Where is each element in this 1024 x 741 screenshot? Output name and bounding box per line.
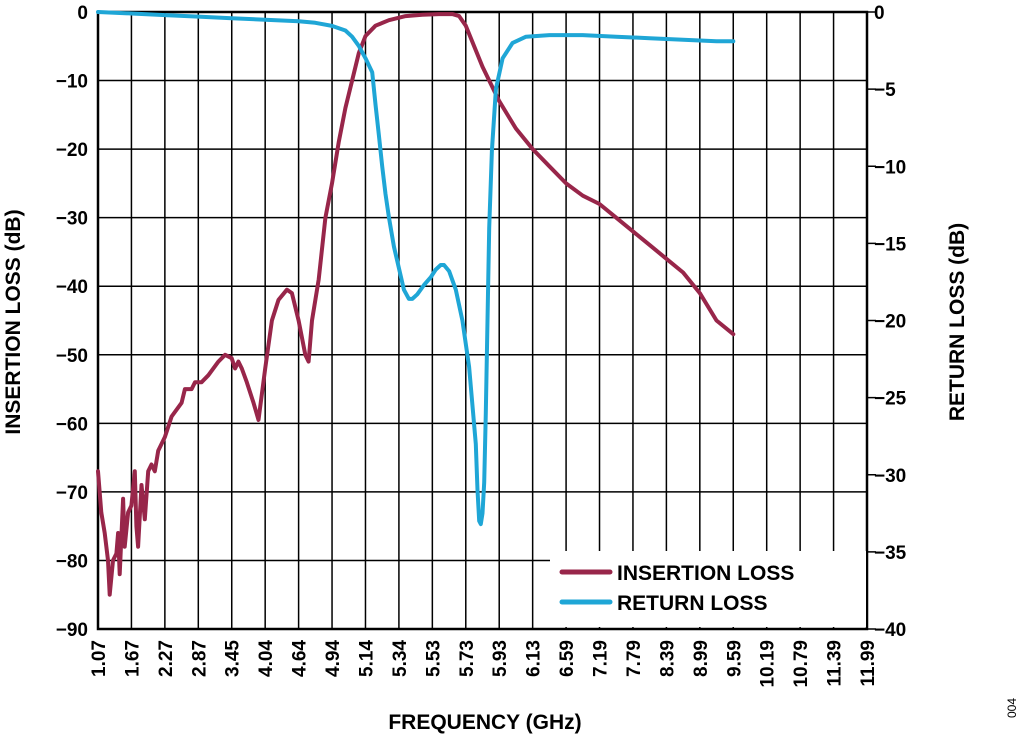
x-tick-label: 5.73 [457, 640, 478, 677]
legend-label-insertion-loss: INSERTION LOSS [617, 562, 794, 585]
grid [96, 10, 869, 631]
x-tick-label: 6.59 [557, 640, 578, 677]
left-tick-label: −20 [56, 140, 88, 161]
left-tick-label: −30 [56, 209, 88, 230]
x-tick-label: 1.67 [122, 640, 143, 677]
series-line-insertion-loss [96, 12, 736, 597]
plot-frame [96, 10, 869, 631]
left-tick-label: −60 [56, 414, 88, 435]
left-axis-title: INSERTION LOSS (dB) [2, 209, 25, 434]
left-tick-label: −50 [56, 346, 88, 367]
right-tick-label: −10 [874, 157, 906, 178]
x-tick-labels: 1.07 1.67 2.27 2.87 3.45 4.04 4.64 4.94 5.14 5.34… [89, 640, 879, 688]
right-tick-label: −35 [874, 543, 907, 564]
x-tick-label: 5.14 [356, 640, 377, 677]
x-tick-label: 7.19 [591, 640, 612, 677]
x-tick-label: 2.27 [156, 640, 177, 677]
right-tick-label: −40 [874, 620, 906, 641]
right-tick-label: 0 [874, 3, 885, 24]
figure-number: 004 [1005, 698, 1019, 718]
left-tick-label: −80 [56, 551, 88, 572]
x-tick-label: 5.34 [390, 640, 411, 677]
x-tick-label: 8.99 [691, 640, 712, 677]
x-tick-label: 6.13 [524, 640, 545, 677]
x-tick-label: 3.45 [223, 640, 244, 677]
series-layer [96, 10, 736, 597]
left-tick-labels: 0 −10 −20 −30 −40 −50 −60 −70 −80 −90 [56, 3, 88, 641]
x-tick-label: 4.64 [290, 640, 311, 677]
series-line-return-loss [96, 10, 736, 527]
x-axis-title: FREQUENCY (GHz) [388, 711, 581, 734]
right-tick-labels: 0 −5 −10 −15 −20 −25 −30 −35 −40 [867, 3, 907, 641]
left-tick-label: −10 [56, 72, 88, 93]
legend-label-return-loss: RETURN LOSS [617, 592, 768, 615]
right-tick-label: −20 [874, 312, 906, 333]
legend-box [550, 551, 866, 627]
x-tick-label: 10.79 [791, 640, 812, 688]
left-tick-label: −70 [56, 483, 88, 504]
right-tick-label: −30 [874, 466, 906, 487]
x-tick-label: 5.93 [490, 640, 511, 677]
right-tick-label: −5 [874, 80, 896, 101]
right-tick-label: −25 [874, 389, 907, 410]
x-tick-label: 4.94 [323, 640, 344, 677]
left-tick-label: −90 [56, 620, 88, 641]
x-tick-label: 2.87 [189, 640, 210, 677]
x-tick-label: 7.79 [624, 640, 645, 677]
left-tick-label: −40 [56, 277, 88, 298]
x-tick-label: 11.39 [825, 640, 846, 687]
right-axis-title: RETURN LOSS (dB) [946, 223, 969, 421]
x-tick-label: 1.07 [89, 640, 110, 677]
legend: INSERTION LOSS RETURN LOSS [550, 551, 866, 627]
x-tick-label: 9.59 [724, 640, 745, 677]
x-tick-label: 8.39 [657, 640, 678, 677]
x-tick-label: 4.04 [256, 640, 277, 677]
left-tick-label: 0 [77, 3, 88, 24]
x-tick-label: 11.99 [858, 640, 879, 687]
x-tick-label: 10.19 [758, 640, 779, 688]
right-tick-label: −15 [874, 234, 907, 255]
x-tick-label: 5.53 [423, 640, 444, 677]
